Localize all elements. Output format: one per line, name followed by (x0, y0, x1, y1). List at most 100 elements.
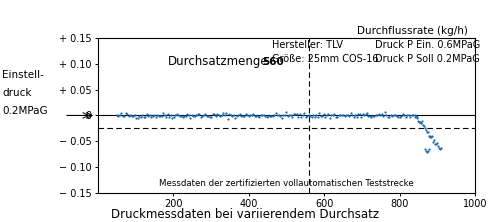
Point (392, 113, 399, 117)
Point (172, 113, 179, 117)
Point (204, 114, 212, 117)
Point (408, 113, 416, 117)
Point (368, 115, 375, 118)
Point (397, 114, 405, 118)
Point (319, 113, 327, 116)
Text: Druckmessdaten bei variierendem Durchsatz: Druckmessdaten bei variierendem Durchsat… (111, 208, 379, 221)
Point (281, 114, 289, 117)
Point (404, 113, 412, 117)
Point (212, 114, 220, 117)
Point (416, 120, 424, 123)
Text: Messdaten der zertifizierten vollautomatischen Teststrecke: Messdaten der zertifizierten vollautomat… (159, 179, 414, 188)
Point (153, 113, 161, 117)
Point (193, 113, 200, 116)
Point (233, 114, 241, 117)
Point (389, 114, 396, 117)
Point (424, 131, 432, 134)
Point (288, 115, 296, 119)
Point (243, 113, 251, 117)
Point (228, 114, 236, 118)
Point (402, 115, 410, 119)
Point (137, 115, 145, 119)
Point (213, 112, 221, 116)
Point (329, 113, 337, 117)
Point (266, 114, 273, 118)
Point (167, 113, 175, 117)
Point (375, 113, 383, 116)
Point (370, 114, 378, 117)
Point (312, 113, 320, 117)
Point (400, 113, 408, 117)
Point (421, 126, 429, 130)
Point (414, 119, 422, 123)
Point (366, 115, 374, 118)
Point (246, 113, 254, 117)
Point (220, 112, 227, 115)
Point (376, 114, 384, 117)
Point (245, 114, 252, 118)
Point (236, 112, 244, 115)
Point (258, 113, 266, 117)
Point (254, 114, 262, 118)
Point (351, 113, 359, 116)
Point (343, 113, 351, 117)
Point (426, 135, 434, 138)
Point (342, 113, 350, 117)
Point (234, 113, 242, 117)
Point (336, 113, 344, 117)
Point (430, 138, 438, 142)
Point (196, 113, 203, 116)
Point (407, 115, 415, 118)
Point (132, 116, 140, 120)
Point (419, 124, 427, 127)
Point (145, 114, 152, 117)
Point (140, 115, 148, 118)
Point (369, 115, 377, 118)
Point (194, 112, 202, 116)
Point (218, 113, 225, 117)
Point (303, 114, 311, 118)
Point (150, 113, 158, 117)
Point (422, 149, 430, 153)
Point (348, 113, 356, 117)
Point (353, 115, 361, 119)
Point (378, 112, 386, 115)
Point (345, 115, 353, 118)
Point (384, 115, 392, 118)
Point (278, 116, 286, 120)
Point (158, 115, 166, 118)
Point (362, 113, 369, 116)
Text: Hersteller: TLV
Größe: 25mm COS-16: Hersteller: TLV Größe: 25mm COS-16 (271, 40, 378, 64)
Point (317, 115, 324, 118)
Text: Druck P Ein. 0.6MPaG
Druck P Soll 0.2MPaG: Druck P Ein. 0.6MPaG Druck P Soll 0.2MPa… (375, 40, 481, 64)
Point (128, 114, 136, 118)
Point (423, 130, 431, 134)
Text: Durchsatzmenge: Durchsatzmenge (168, 55, 269, 68)
Point (135, 114, 143, 118)
Point (373, 113, 381, 117)
Point (240, 114, 248, 118)
Point (276, 114, 284, 117)
Point (209, 113, 217, 116)
Point (293, 113, 300, 116)
Point (165, 115, 173, 119)
Point (126, 113, 134, 117)
Point (326, 116, 334, 119)
Point (161, 114, 169, 117)
Point (261, 114, 269, 117)
Point (421, 147, 429, 151)
Point (434, 144, 442, 147)
Point (129, 114, 137, 118)
Point (297, 115, 305, 119)
Point (257, 113, 265, 117)
Point (270, 113, 278, 117)
Point (164, 113, 171, 116)
Point (147, 115, 155, 119)
Point (300, 111, 308, 114)
Point (177, 114, 185, 118)
Point (338, 113, 345, 117)
Point (182, 114, 190, 118)
Point (264, 114, 272, 118)
Point (333, 115, 341, 119)
Point (287, 114, 294, 117)
